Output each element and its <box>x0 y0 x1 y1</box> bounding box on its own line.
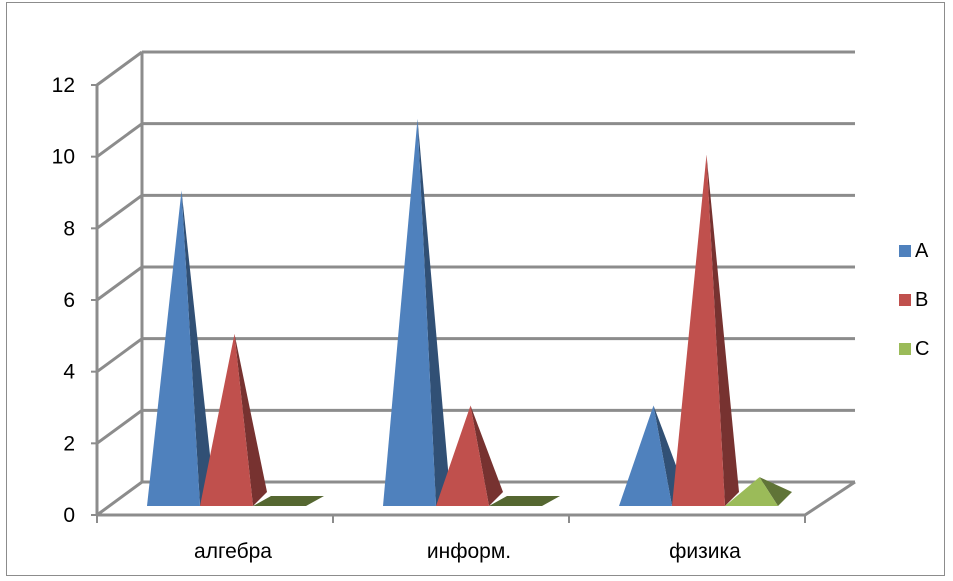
y-tick-label: 12 <box>52 74 75 97</box>
floor-right-edge <box>804 480 856 517</box>
pyramid-side <box>470 405 503 506</box>
pyramid-side <box>759 477 792 506</box>
legend-label: B <box>915 289 928 311</box>
pyramid-A-алгебра <box>147 190 214 506</box>
pyramid-front <box>725 477 778 506</box>
x-tick-label: информ. <box>427 540 511 563</box>
pyramid-front <box>147 190 200 506</box>
y-tick-label: 8 <box>63 217 75 240</box>
pyramid-C-физика <box>725 477 792 506</box>
pyramid-side <box>417 118 450 506</box>
axis-layer <box>91 52 856 523</box>
gridline-side <box>96 122 143 158</box>
pyramid-B-информ. <box>436 405 503 506</box>
gridline-side <box>96 50 143 87</box>
pyramid-B-физика <box>672 154 739 506</box>
x-tick-label: физика <box>669 540 741 563</box>
labels-layer: 0 2 4 6 8 10 12 алгебра информ. физика <box>52 74 742 563</box>
y-tick-label: 10 <box>52 146 75 169</box>
pyramid-C-алгебра <box>253 496 324 506</box>
pyramid-side <box>234 333 267 506</box>
gridline-side <box>96 194 143 230</box>
pyramid-A-информ. <box>383 118 450 506</box>
pyramid-front <box>672 154 725 506</box>
y-tick-label: 0 <box>63 504 75 527</box>
pyramid-B-алгебра <box>200 333 267 506</box>
gridline-side <box>96 409 143 445</box>
legend-label: A <box>915 240 929 262</box>
legend-swatch <box>899 245 911 257</box>
pyramid-base <box>253 496 324 506</box>
y-tick-label: 6 <box>63 289 75 312</box>
pyramid-front <box>200 333 253 506</box>
pyramid-base <box>489 496 560 506</box>
bars-layer <box>147 118 792 506</box>
pyramid-side <box>181 190 214 506</box>
gridline-side <box>96 265 143 302</box>
gridline-side <box>96 337 143 373</box>
pyramid-C-информ. <box>489 496 560 506</box>
x-tick-label: алгебра <box>194 540 272 563</box>
legend-label: C <box>915 338 929 360</box>
legend-swatch <box>899 343 911 355</box>
y-tick-label: 2 <box>63 432 75 455</box>
y-tick-label: 4 <box>63 361 75 384</box>
legend-swatch <box>899 294 911 306</box>
pyramid-front <box>436 405 489 506</box>
pyramid-front <box>619 405 672 506</box>
pyramid-side <box>706 154 739 506</box>
legend-layer: A B C <box>899 240 929 360</box>
gridline-side <box>96 480 143 517</box>
pyramid-front <box>383 118 436 506</box>
